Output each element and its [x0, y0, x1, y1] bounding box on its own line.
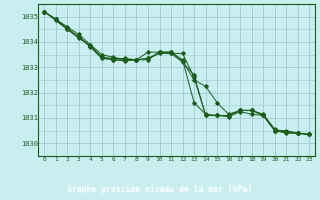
Text: Graphe pression niveau de la mer (hPa): Graphe pression niveau de la mer (hPa)	[68, 185, 252, 194]
